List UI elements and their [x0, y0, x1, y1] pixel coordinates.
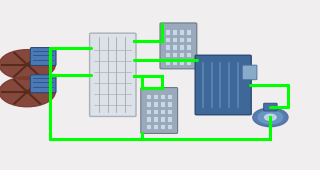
- Bar: [160, 116, 165, 122]
- Bar: [160, 124, 165, 129]
- Bar: [167, 116, 172, 122]
- FancyBboxPatch shape: [242, 65, 257, 80]
- Bar: [146, 116, 151, 122]
- FancyBboxPatch shape: [264, 103, 277, 111]
- Bar: [153, 124, 158, 129]
- Bar: [167, 101, 172, 107]
- Bar: [172, 52, 177, 57]
- Bar: [165, 44, 170, 50]
- Circle shape: [253, 108, 288, 127]
- FancyBboxPatch shape: [160, 23, 197, 69]
- FancyBboxPatch shape: [90, 33, 136, 116]
- Bar: [179, 29, 184, 35]
- Bar: [146, 124, 151, 129]
- Bar: [186, 29, 191, 35]
- Bar: [172, 59, 177, 65]
- Bar: [172, 29, 177, 35]
- Bar: [160, 94, 165, 99]
- Bar: [179, 37, 184, 42]
- FancyBboxPatch shape: [141, 88, 178, 133]
- Bar: [165, 37, 170, 42]
- Bar: [167, 94, 172, 99]
- Bar: [146, 109, 151, 114]
- Bar: [153, 101, 158, 107]
- Bar: [186, 37, 191, 42]
- Bar: [172, 44, 177, 50]
- Bar: [160, 101, 165, 107]
- Bar: [160, 109, 165, 114]
- Bar: [179, 52, 184, 57]
- FancyBboxPatch shape: [30, 75, 56, 93]
- Circle shape: [0, 77, 55, 107]
- Circle shape: [265, 114, 276, 120]
- FancyBboxPatch shape: [195, 55, 251, 115]
- Bar: [179, 44, 184, 50]
- Circle shape: [258, 111, 283, 124]
- Bar: [153, 116, 158, 122]
- Bar: [167, 109, 172, 114]
- Bar: [186, 59, 191, 65]
- Bar: [146, 101, 151, 107]
- Bar: [167, 124, 172, 129]
- FancyBboxPatch shape: [30, 48, 56, 65]
- Bar: [165, 29, 170, 35]
- Circle shape: [0, 50, 55, 80]
- Bar: [165, 52, 170, 57]
- Bar: [186, 52, 191, 57]
- Bar: [153, 94, 158, 99]
- Bar: [153, 109, 158, 114]
- Bar: [165, 59, 170, 65]
- Bar: [179, 59, 184, 65]
- Bar: [172, 37, 177, 42]
- Bar: [146, 94, 151, 99]
- Bar: [186, 44, 191, 50]
